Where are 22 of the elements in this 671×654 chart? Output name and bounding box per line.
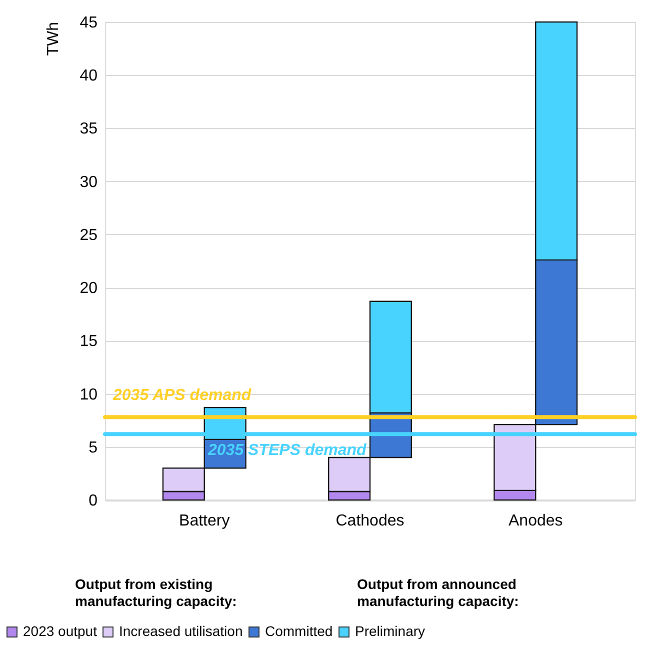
legend-label: Committed (265, 623, 333, 639)
ref-line-label: 2035 APS demand (112, 387, 252, 404)
y-tick-label: 25 (80, 226, 98, 244)
ref-line-label: 2035 STEPS demand (207, 442, 368, 460)
legend-label: 2023 output (23, 623, 98, 639)
y-tick-label: 40 (80, 68, 98, 85)
x-tick-label: Anodes (508, 512, 563, 530)
y-tick-label: 5 (88, 439, 98, 456)
text: Output from announced manufacturing capacity: (357, 576, 519, 609)
y-tick-label: 30 (80, 174, 98, 191)
y-tick-label: 20 (80, 280, 98, 298)
y-tick-label: 45 (80, 14, 98, 32)
legend-label: Increased utilisation (119, 623, 243, 639)
legend-label: Preliminary (355, 623, 426, 639)
y-tick-label: 10 (80, 386, 98, 404)
y-tick-label: 0 (88, 492, 98, 510)
text: Output from existing manufacturing capacity: (75, 576, 237, 609)
y-axis-title: TWh (45, 22, 62, 56)
x-tick-label: Battery (179, 512, 230, 530)
y-tick-label: 35 (80, 120, 98, 138)
x-tick-label: Cathodes (336, 512, 404, 530)
y-tick-label: 15 (80, 333, 98, 350)
